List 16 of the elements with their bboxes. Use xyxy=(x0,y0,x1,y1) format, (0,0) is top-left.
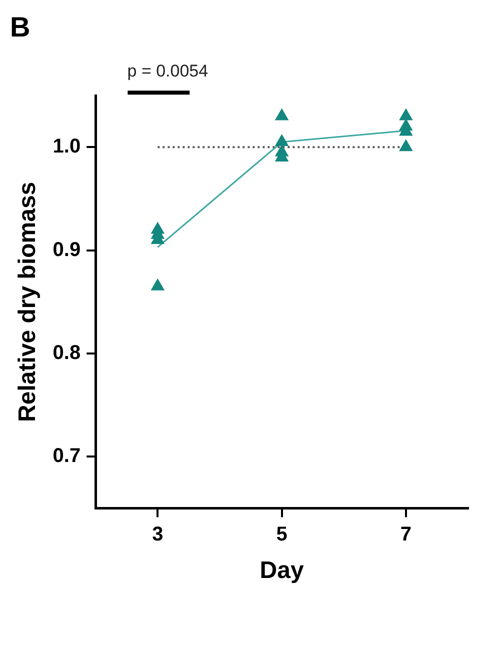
x-tick-label: 3 xyxy=(152,524,164,546)
y-tick-label: 0.9 xyxy=(52,238,81,261)
x-tick-label: 5 xyxy=(276,524,288,546)
point xyxy=(399,108,412,120)
x-axis-title: Day xyxy=(260,557,304,584)
point xyxy=(275,108,288,120)
point xyxy=(399,140,412,152)
point xyxy=(275,134,288,146)
x-tick-label: 7 xyxy=(400,524,412,546)
point xyxy=(151,278,164,290)
y-tick-label: 1.0 xyxy=(52,136,81,158)
chart-title: B xyxy=(10,12,30,43)
text: p = 0.0054 xyxy=(127,61,208,80)
y-axis-title: Relative dry biomass xyxy=(14,182,42,422)
y-tick-label: 0.8 xyxy=(52,342,81,364)
y-tick-label: 0.7 xyxy=(52,445,81,468)
